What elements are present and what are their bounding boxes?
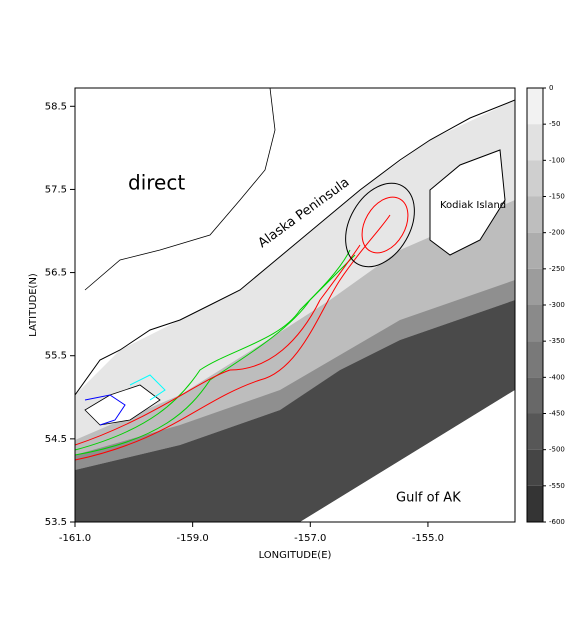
x-tick-label: -155.0 <box>412 533 444 544</box>
x-tick-label: -157.0 <box>294 533 326 544</box>
colorbar-label: 0 <box>549 84 553 92</box>
colorbar-band <box>527 413 543 450</box>
colorbar-band <box>527 449 543 486</box>
colorbar-label: -200 <box>549 229 565 237</box>
colorbar: 0 -50 -100 -150 -200 -250 -300 -350 -400 -450 -500… <box>526 84 565 526</box>
colorbar-label: -300 <box>549 301 565 309</box>
colorbar-band <box>527 160 543 197</box>
annotation: direct <box>128 171 185 195</box>
y-tick-label: 57.5 <box>45 184 67 195</box>
colorbar-label: -400 <box>549 373 565 381</box>
colorbar-band <box>527 341 543 378</box>
colorbar-band <box>527 377 543 414</box>
y-tick-label: 55.5 <box>45 351 67 362</box>
place-label: Gulf of AK <box>396 491 461 506</box>
colorbar-label: -350 <box>549 337 565 345</box>
colorbar-band <box>527 232 543 269</box>
colorbar-band <box>527 485 543 522</box>
plot-frame <box>74 87 516 523</box>
colorbar-label: -50 <box>549 120 560 128</box>
x-tick-label: -159.0 <box>177 533 209 544</box>
bathymetry <box>75 88 515 522</box>
y-axis-label: LATITUDE(N) <box>28 273 39 337</box>
colorbar-label: -600 <box>549 518 565 526</box>
colorbar-label: -500 <box>549 446 565 454</box>
y-tick-label: 53.5 <box>45 517 67 528</box>
x-axis-label: LONGITUDE(E) <box>259 550 332 561</box>
colorbar-label: -450 <box>549 410 565 418</box>
colorbar-label: -250 <box>549 265 565 273</box>
x-tick-label: -161.0 <box>59 533 91 544</box>
colorbar-band <box>527 88 543 125</box>
colorbar-band <box>527 124 543 161</box>
colorbar-band <box>527 268 543 305</box>
place-label: Kodiak Island <box>440 200 506 211</box>
colorbar-label: -550 <box>549 482 565 490</box>
colorbar-label: -150 <box>549 193 565 201</box>
colorbar-band <box>527 305 543 342</box>
y-tick-label: 56.5 <box>45 268 67 279</box>
colorbar-band <box>527 196 543 233</box>
colorbar-label: -100 <box>549 156 565 164</box>
y-tick-label: 54.5 <box>45 434 67 445</box>
y-tick-label: 58.5 <box>45 101 67 112</box>
